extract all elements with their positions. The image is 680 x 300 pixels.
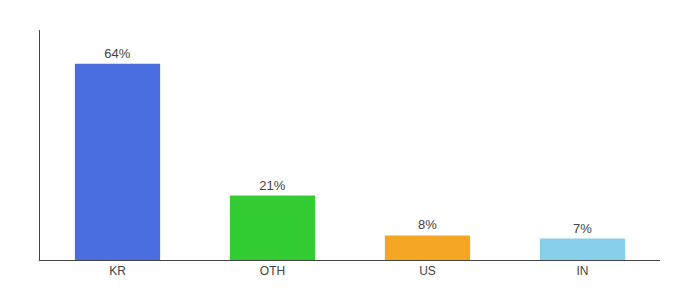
svg-text:US: US <box>419 264 436 278</box>
svg-text:OTH: OTH <box>260 264 285 278</box>
svg-text:21%: 21% <box>259 178 285 193</box>
svg-text:KR: KR <box>109 264 126 278</box>
svg-text:7%: 7% <box>573 221 592 236</box>
svg-text:8%: 8% <box>418 217 437 232</box>
svg-text:IN: IN <box>577 264 589 278</box>
svg-text:64%: 64% <box>104 46 130 61</box>
